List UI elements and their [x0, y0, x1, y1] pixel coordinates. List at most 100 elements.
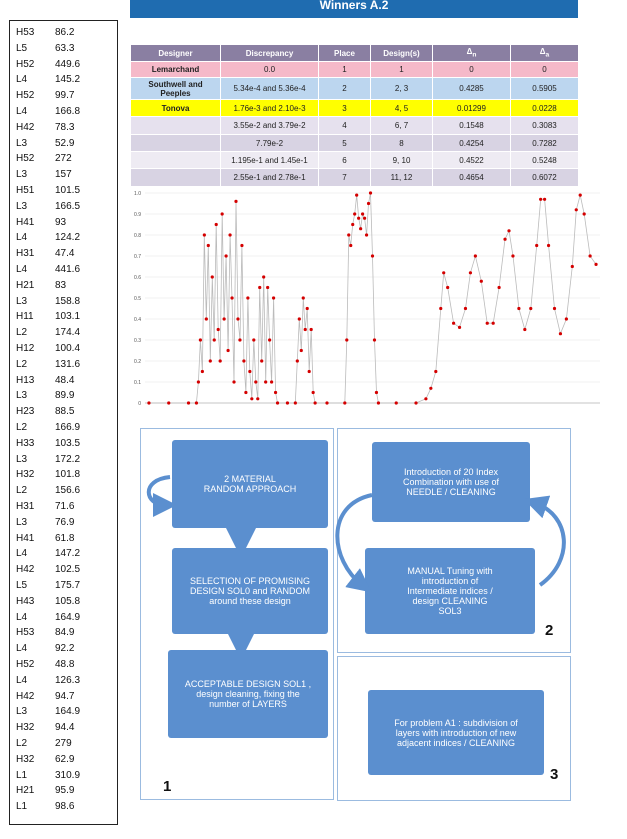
data-point	[228, 233, 232, 237]
param-layer: H53	[16, 627, 35, 639]
data-point	[232, 380, 236, 384]
param-layer: H52	[16, 659, 35, 670]
param-value: 63.3	[55, 42, 75, 54]
box-text: SOL3	[438, 606, 462, 616]
param-value: 166.5	[55, 200, 81, 212]
param-value: 94.7	[55, 690, 75, 702]
data-point	[299, 348, 303, 353]
data-point	[552, 306, 557, 311]
y-tick-label: 0.2	[134, 359, 141, 365]
data-point	[424, 397, 428, 401]
param-value: 102.5	[55, 564, 81, 576]
data-point	[198, 338, 202, 342]
param-value: 101.8	[55, 469, 81, 481]
data-point	[479, 279, 483, 283]
cycle-arrow	[335, 493, 373, 593]
param-value: 92.2	[55, 643, 75, 655]
column-header: Design(s)	[370, 44, 433, 62]
data-point	[303, 327, 307, 332]
cell-text: 11, 12	[390, 173, 413, 182]
loop-arrow	[146, 475, 177, 517]
cell-text: 1	[399, 65, 404, 74]
param-layer: L1	[16, 769, 28, 781]
param-value: 94.4	[55, 722, 75, 734]
data-point	[309, 327, 313, 332]
param-value: 98.6	[55, 801, 75, 813]
cell-text: 9, 10	[392, 155, 411, 165]
param-layer: L4	[16, 643, 28, 655]
cell-text: 0.5248	[532, 155, 557, 165]
data-point	[214, 222, 218, 227]
data-point	[238, 338, 242, 342]
param-value: 164.9	[55, 706, 81, 718]
box-text: design CLEANING	[412, 596, 488, 606]
param-layer: H52	[16, 58, 35, 70]
table-row: Lemarchand 0.0 1 1 0 0	[130, 61, 579, 78]
y-tick-label: 0.5	[134, 296, 141, 302]
header-subscript: n	[472, 51, 477, 59]
data-point	[268, 338, 272, 342]
table-row: Southwell and Peeples 5.34e-4 and 5.36e-4…	[130, 77, 579, 100]
table-cell: 0.6072	[510, 168, 579, 187]
data-point	[376, 401, 381, 405]
data-point	[186, 401, 191, 405]
data-point	[345, 338, 349, 342]
data-point	[222, 317, 226, 321]
box-text: layers with introduction of new	[395, 727, 517, 738]
param-layer: H21	[16, 785, 35, 797]
param-layer: H41	[16, 216, 35, 228]
data-point	[313, 401, 317, 405]
param-value: 164.9	[55, 611, 81, 623]
header-text: Place	[334, 48, 355, 58]
param-value: 101.5	[55, 185, 81, 196]
data-point	[295, 359, 299, 363]
param-value: 47.4	[55, 248, 75, 260]
data-point	[220, 212, 224, 216]
box-text: ACCEPTABLE DESIGN SOL1 ,	[184, 679, 312, 689]
data-point	[368, 191, 373, 195]
param-value: 279	[55, 738, 72, 749]
cell-text: 8	[399, 138, 404, 148]
param-layer: L3	[16, 706, 28, 718]
param-value: 172.2	[55, 453, 81, 465]
process-box: SELECTION OF PROMISING DESIGN SOL0 and RA…	[172, 548, 328, 634]
data-point	[236, 317, 240, 321]
data-point	[546, 243, 551, 248]
param-layer: L1	[16, 801, 28, 813]
data-point	[529, 306, 533, 311]
data-point	[218, 359, 222, 363]
param-value: 71.6	[55, 501, 75, 512]
data-point	[452, 321, 456, 325]
data-point	[473, 254, 477, 258]
data-point	[230, 296, 234, 300]
table-row: 3.55e-2 and 3.79e-2 4 6, 7 0.1548 0.3083	[130, 116, 579, 135]
parameter-list: H53 86.2 L5 63.3 H52 449.6 L4 145.2 H52 99.7 L4 166…	[9, 20, 118, 825]
param-value: 48.4	[55, 374, 75, 386]
cell-text: 0.6072	[532, 173, 557, 182]
box-text: Intermediate indices /	[407, 586, 493, 596]
data-point	[305, 306, 309, 311]
param-value: 52.9	[55, 137, 75, 149]
data-point	[240, 243, 244, 248]
data-point	[224, 254, 228, 258]
box-text: NEEDLE / CLEANING	[406, 487, 496, 497]
box-text: adjacent indices / CLEANING	[396, 737, 516, 748]
param-value: 158.8	[55, 295, 81, 307]
box-text: Introduction of 20 Index	[403, 467, 499, 477]
data-point	[258, 285, 262, 290]
cell-text: 0.4285	[459, 84, 484, 93]
data-point	[347, 233, 351, 237]
data-point	[543, 197, 547, 201]
y-tick-label: 0.8	[134, 233, 141, 239]
cell-text: 1	[342, 65, 347, 74]
data-point	[366, 201, 371, 206]
data-point	[364, 233, 369, 237]
param-value: 86.2	[55, 27, 75, 38]
param-layer: L3	[16, 295, 28, 307]
param-layer: L4	[16, 548, 28, 560]
data-point	[503, 237, 507, 241]
param-value: 156.6	[55, 485, 81, 497]
cell-text: 0.7282	[532, 138, 557, 148]
cell-text: 5	[342, 138, 347, 148]
param-layer: H32	[16, 469, 35, 481]
